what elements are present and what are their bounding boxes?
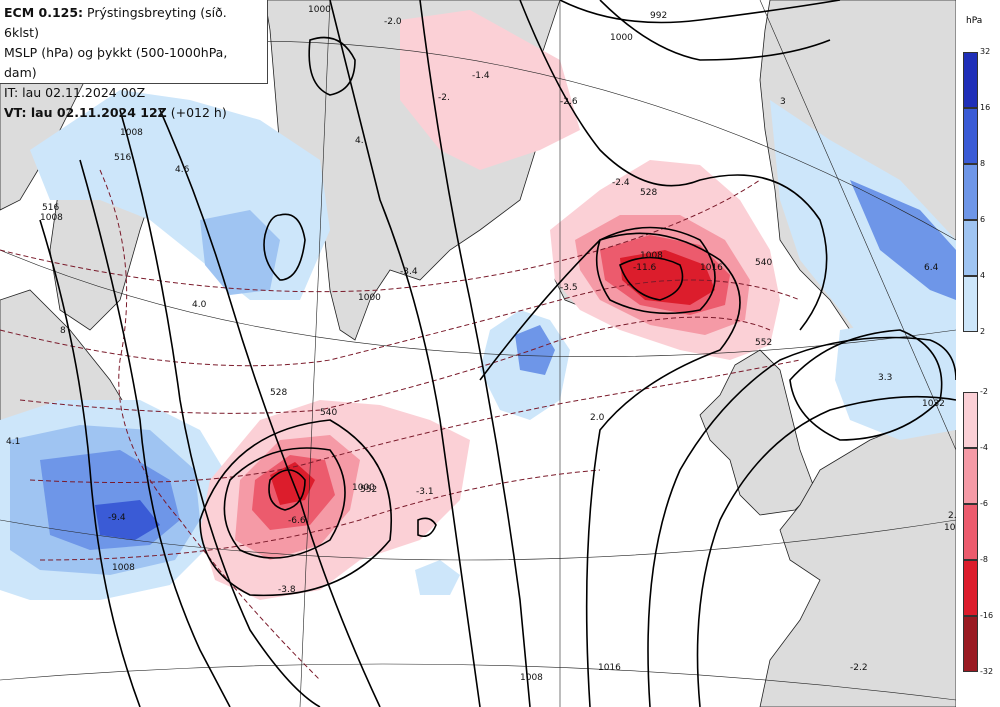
pressure-change-label-9: -11.6 (633, 263, 657, 273)
isobar-label-10: 1016 (700, 263, 723, 273)
valid-time: VT: lau 02.11.2024 12Z (4, 105, 167, 120)
fall-area-atlantic-8 (270, 462, 315, 505)
legend-tick-rise-4: 4 (980, 271, 986, 280)
forecast-offset: (+012 h) (170, 105, 227, 120)
pressure-change-label-11: 8 (60, 326, 66, 336)
legend-tick-fall-1: -4 (980, 443, 988, 452)
pressure-change-label-18: 6.4 (924, 263, 939, 273)
legend-swatch-rise-2 (963, 164, 978, 220)
pressure-change-label-3: -2.6 (560, 97, 578, 107)
legend-unit: hPa (966, 16, 983, 26)
thickness-label-5: 540 (755, 258, 772, 268)
legend-tick-rise-5: 2 (980, 327, 986, 336)
pressure-change-label-1: -1.4 (472, 71, 490, 81)
legend-tick-fall-2: -6 (980, 499, 988, 508)
isobar-label-11: 1008 (640, 251, 663, 261)
model-name: ECM 0.125: (4, 5, 84, 20)
legend-tick-fall-0: -2 (980, 387, 988, 396)
pressure-change-label-15: -9.4 (108, 513, 126, 523)
isobar-label-8: 1008 (520, 673, 543, 683)
legend-tick-rise-3: 6 (980, 215, 986, 224)
thickness-label-0: 516 (114, 153, 131, 163)
legend-tick-rise-0: 32 (980, 47, 991, 56)
legend-swatch-fall-1 (963, 448, 978, 504)
legend-tick-rise-1: 16 (980, 103, 991, 112)
isobar-label-1: 992 (650, 11, 667, 21)
pressure-change-label-16: -3.8 (278, 585, 296, 595)
pressure-change-label-7: -3.4 (400, 267, 418, 277)
isobar-label-3: 1008 (120, 128, 143, 138)
pressure-change-label-8: -3.5 (560, 283, 578, 293)
legend-tick-rise-2: 8 (980, 159, 986, 168)
pressure-change-label-14: -6.6 (288, 516, 306, 526)
legend-swatch-fall-0 (963, 392, 978, 448)
title-line-3: IT: lau 02.11.2024 00Z (4, 85, 146, 100)
product-name: Prýstingsbreyting (síð. 6klst) (4, 5, 227, 40)
thickness-label-7: 552 (360, 485, 377, 495)
thickness-label-2: 528 (640, 188, 657, 198)
isobar-label-0: 1000 (308, 5, 331, 15)
isobars (39, 0, 957, 707)
isobar-label-12: 1032 (922, 399, 945, 409)
legend-tick-fall-4: -16 (980, 611, 994, 620)
pressure-change-label-0: -2.0 (384, 17, 402, 27)
isobar-label-9: 1016 (598, 663, 621, 673)
isobar-label-4: 1008 (40, 213, 63, 223)
rise-area-baffin-4 (200, 210, 280, 295)
pressure-change-label-12: 4.1 (6, 437, 20, 447)
pressure-change-label-17: 2.0 (590, 413, 605, 423)
land-british-isles (699, 349, 816, 516)
map-labels: 1000 992 1000 1008 1008 1000 1008 1000 1008 1016 1… (6, 5, 967, 683)
legend-swatch-rise-1 (963, 108, 978, 164)
legend-swatch-fall-3 (963, 560, 978, 616)
pressure-change-label-2: -2. (438, 93, 450, 103)
pressure-change-label-22: 3 (780, 97, 786, 107)
thickness-label-6: 552 (755, 338, 772, 348)
pressure-rise-shading (0, 90, 956, 600)
pressure-change-label-6: 4. (355, 136, 364, 146)
legend-tick-fall-5: -32 (980, 667, 994, 676)
legend-tick-fall-3: -8 (980, 555, 988, 564)
isobar-label-13: 1024 (944, 523, 967, 533)
color-legend: hPa 32 16 8 6 4 2 -2 -4 -6 -8 -16 -32 (956, 0, 1000, 707)
isobar-label-6: 1008 (112, 563, 135, 573)
pressure-change-label-5: 4.6 (175, 165, 190, 175)
thickness-label-4: 540 (320, 408, 337, 418)
pressure-change-label-4: -2.4 (612, 178, 630, 188)
rise-area-iceland-sw-6 (515, 325, 555, 375)
title-line-4: VT: lau 02.11.2024 12Z (+012 h) (4, 103, 263, 123)
map-title-box: ECM 0.125: Prýstingsbreyting (síð. 6klst… (0, 0, 268, 120)
legend-swatch-fall-4 (963, 616, 978, 672)
pressure-change-label-21: -2.2 (850, 663, 868, 673)
rise-area-labrador-sea-8 (95, 500, 160, 540)
title-line-2: MSLP (hPa) og þykkt (500-1000hPa, dam) (4, 45, 228, 80)
pressure-change-label-19: 3.3 (878, 373, 892, 383)
thickness-label-3: 528 (270, 388, 287, 398)
rise-area-norway (770, 100, 956, 360)
fall-area-greenland-east (400, 10, 580, 170)
rise-area-north-sea (835, 320, 956, 440)
thickness-label-1: 516 (42, 203, 59, 213)
pressure-change-label-10: 4.0 (192, 300, 207, 310)
legend-swatch-rise-0 (963, 52, 978, 108)
legend-swatch-fall-2 (963, 504, 978, 560)
rise-area-small (415, 560, 460, 595)
legend-swatch-rise-3 (963, 220, 978, 276)
fall-area-iceland-8 (620, 250, 715, 305)
isobar-label-7: 1000 (352, 483, 375, 493)
title-line-1: ECM 0.125: Prýstingsbreyting (síð. 6klst… (4, 3, 263, 43)
pressure-change-label-20: 2.5 (948, 511, 962, 521)
pressure-change-label-13: -3.1 (416, 487, 434, 497)
isobar-label-2: 1000 (610, 33, 633, 43)
legend-swatch-rise-4 (963, 276, 978, 332)
rise-area-norway-6 (850, 180, 956, 300)
isobar-label-5: 1000 (358, 293, 381, 303)
